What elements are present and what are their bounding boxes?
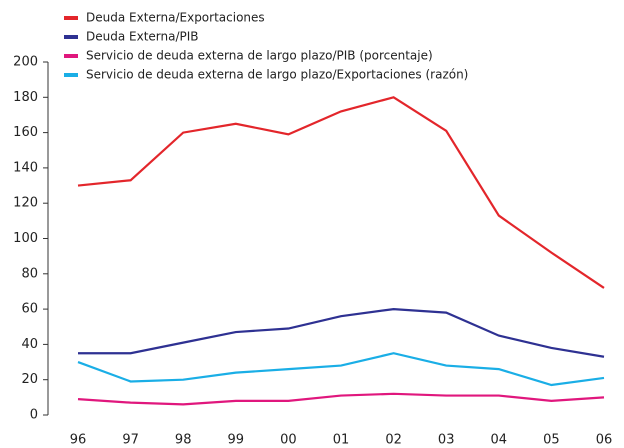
y-tick-label: 200 [13,55,38,70]
x-tick-label: 05 [543,433,560,448]
x-tick-label: 04 [491,433,508,448]
x-tick-label: 97 [122,433,139,448]
x-tick-label: 00 [280,433,297,448]
y-tick-label: 20 [21,372,38,387]
x-tick-label: 96 [70,433,87,448]
y-tick-label: 40 [21,337,38,352]
legend-label: Servicio de deuda externa de largo plazo… [86,49,433,63]
y-tick-label: 160 [13,125,38,140]
y-tick-label: 80 [21,266,38,281]
x-tick-label: 01 [333,433,350,448]
x-tick-label: 06 [596,433,613,448]
x-tick-label: 99 [228,433,245,448]
legend-label: Servicio de deuda externa de largo plazo… [86,68,468,82]
y-tick-label: 140 [13,160,38,175]
series-line [77,96,605,289]
legend: Deuda Externa/Exportaciones Deuda Externa… [64,11,468,82]
x-tick-label: 98 [175,433,192,448]
x-tick-label: 02 [385,433,402,448]
series-line [78,307,605,358]
legend-label: Deuda Externa/Exportaciones [86,11,265,25]
series-line [77,352,605,387]
legend-label: Deuda Externa/PIB [86,30,199,44]
series-line [77,392,605,406]
y-tick-label: 0 [30,408,38,423]
y-tick-label: 180 [13,90,38,105]
y-tick-label: 100 [13,231,38,246]
x-tick-label: 03 [438,433,455,448]
y-tick-label: 60 [21,302,38,317]
y-tick-label: 120 [13,196,38,211]
